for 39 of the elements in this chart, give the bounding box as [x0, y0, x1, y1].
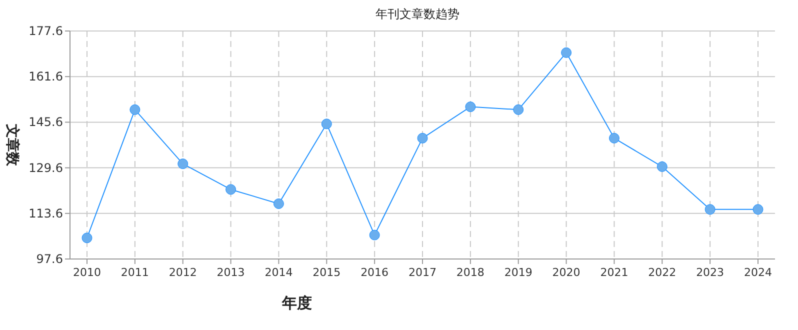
point	[82, 232, 92, 244]
x-tick-label: 2022	[648, 266, 676, 279]
chart-title: 年刊文章数趋势	[376, 7, 460, 21]
x-tick-label: 2018	[456, 266, 484, 279]
point	[704, 204, 716, 215]
x-tick-label: 2011	[120, 266, 149, 279]
y-axis-title: 文章数	[4, 123, 21, 167]
point	[465, 102, 476, 112]
y-tick-label: 177.6	[28, 24, 63, 38]
x-tick-label: 2013	[216, 266, 245, 279]
x-tick-label: 2014	[264, 266, 293, 279]
point	[226, 184, 236, 195]
x-tick-label: 2016	[360, 266, 389, 279]
x-tick-label: 2024	[744, 266, 772, 279]
x-tick-label: 2017	[408, 266, 436, 279]
y-tick-label: 145.6	[28, 115, 63, 130]
point	[178, 158, 188, 170]
point	[273, 198, 284, 209]
y-tick-label: 129.6	[28, 160, 63, 175]
point	[608, 132, 620, 144]
x-tick-label: 2010	[73, 266, 101, 279]
x-tick-label: 2021	[600, 266, 628, 279]
point	[321, 118, 332, 130]
point	[656, 161, 668, 172]
point	[417, 132, 428, 144]
y-tick-label: 161.6	[28, 70, 63, 84]
x-tick-label: 2019	[504, 266, 532, 279]
y-tick-label: 113.6	[28, 206, 63, 220]
x-tick-label: 2015	[312, 266, 341, 279]
point	[130, 104, 140, 115]
x-tick-label: 2023	[696, 266, 724, 279]
x-tick-label: 2012	[168, 266, 197, 279]
point	[561, 47, 572, 58]
y-tick-label: 97.6	[36, 252, 63, 266]
x-tick-label: 2020	[552, 266, 580, 279]
point	[369, 230, 380, 240]
point	[752, 204, 764, 215]
x-axis-title: 年度	[281, 294, 312, 312]
point	[513, 104, 524, 115]
